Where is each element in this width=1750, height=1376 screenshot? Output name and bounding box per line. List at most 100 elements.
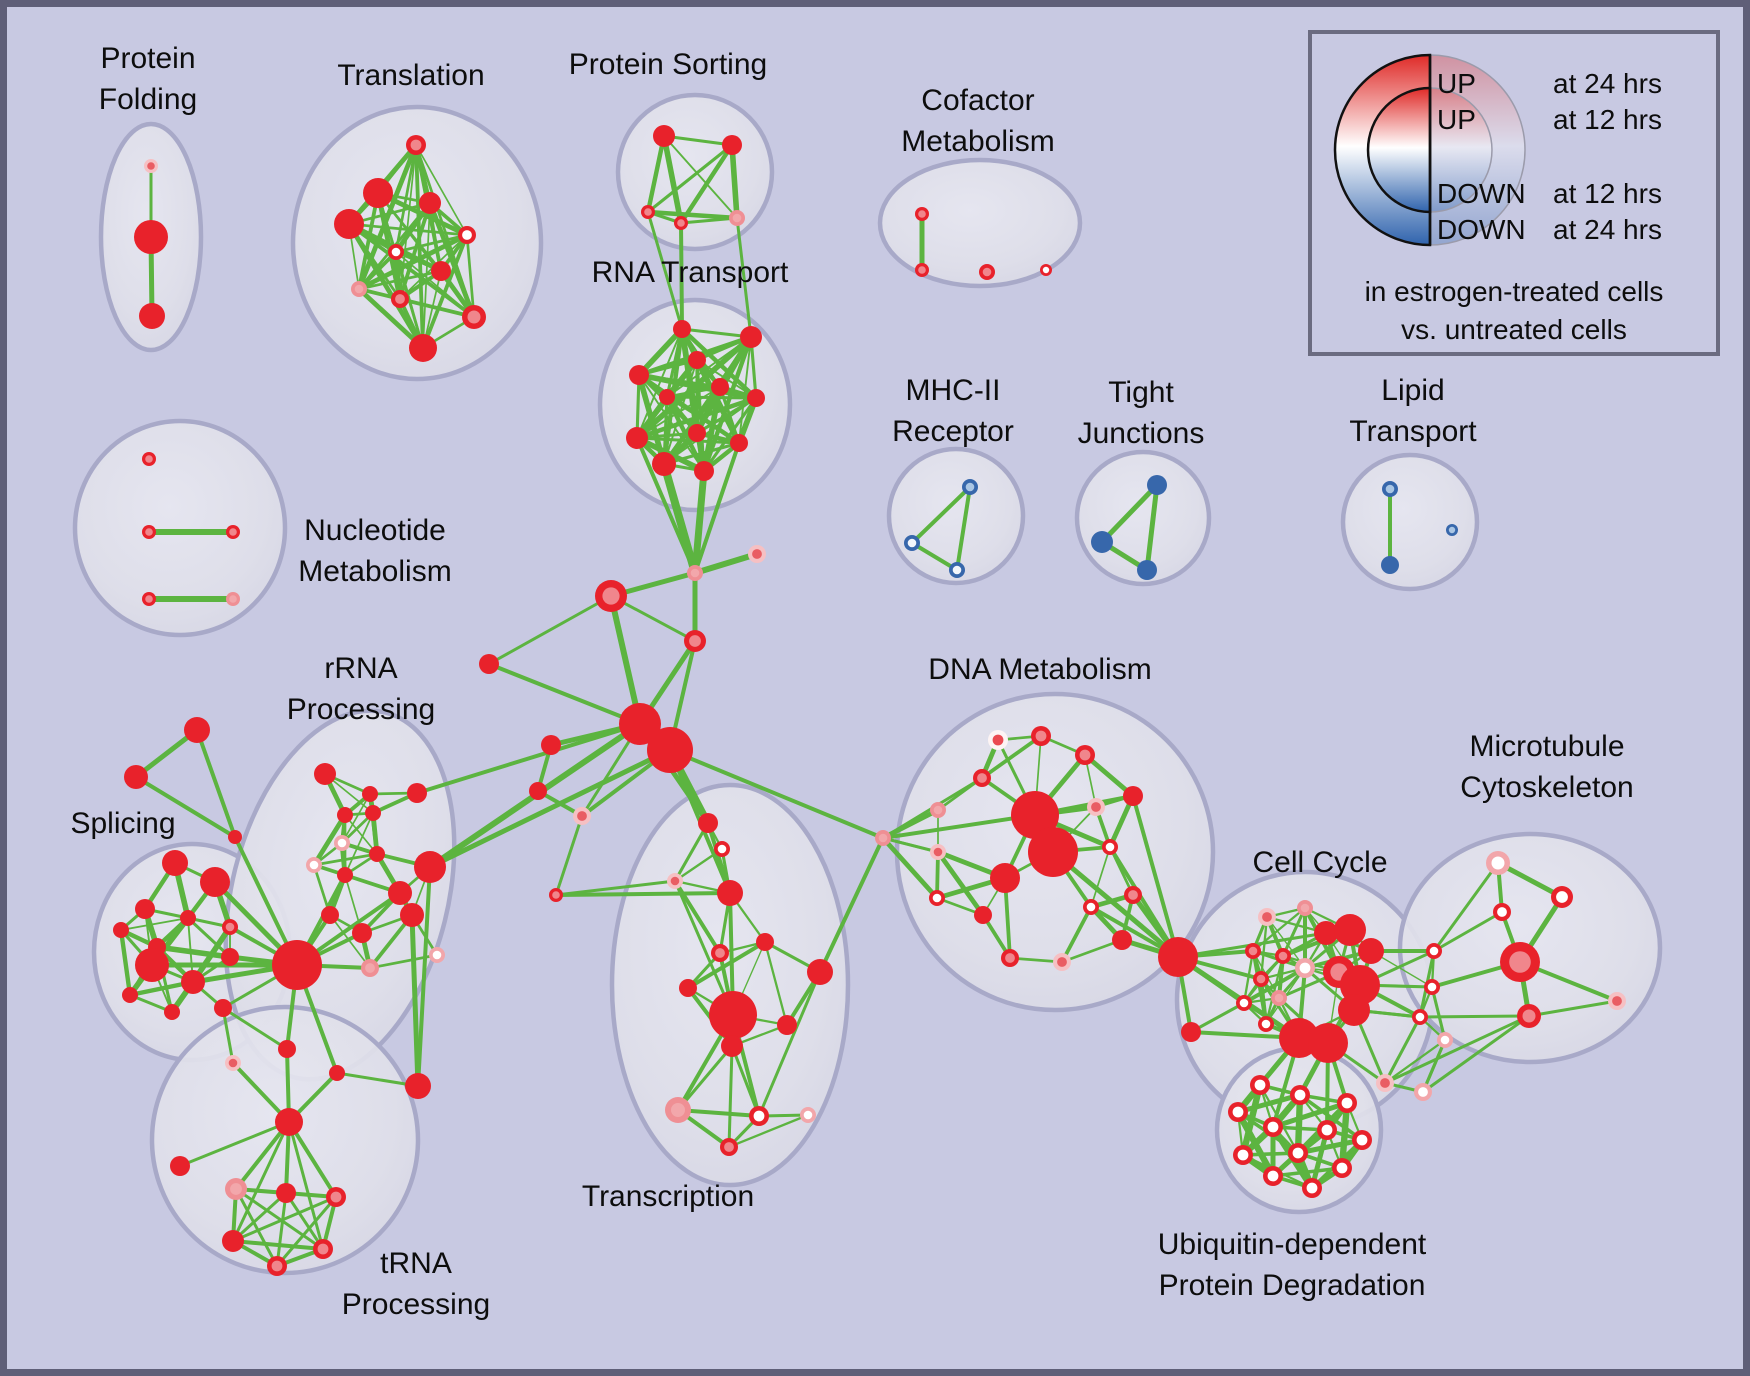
cluster-label-tight-1: Junctions bbox=[1078, 417, 1205, 450]
microtubule-node-0-core bbox=[1491, 856, 1505, 870]
legend-time-down-12: at 12 hrs bbox=[1553, 178, 1662, 209]
cell_cycle-edge bbox=[1421, 1038, 1447, 1094]
dna-node-14-core bbox=[932, 893, 942, 903]
microtubule-node-2-core bbox=[1497, 907, 1507, 917]
protein_sorting-node-4-core bbox=[732, 213, 742, 223]
cell_cycle-node-0-core bbox=[1262, 912, 1272, 922]
trna-node-7-core bbox=[271, 1260, 283, 1272]
node-F0-core bbox=[690, 568, 700, 578]
trna-edge bbox=[221, 1006, 289, 1051]
rna_transport-edge bbox=[662, 441, 741, 466]
cluster-label-splicing-0: Splicing bbox=[70, 807, 175, 840]
inter-cluster-edge bbox=[660, 460, 699, 577]
trna-edge bbox=[231, 1195, 338, 1243]
cell_cycle-node-17 bbox=[1181, 1022, 1201, 1042]
splicing-node-0 bbox=[162, 850, 188, 876]
dna-node-7-core bbox=[878, 833, 888, 843]
transcription-node-3 bbox=[717, 880, 743, 906]
translation-edge bbox=[347, 222, 476, 319]
cell_cycle-node-21-core bbox=[1440, 1035, 1450, 1045]
translation-edge bbox=[395, 251, 475, 318]
dna-node-12-core bbox=[1105, 842, 1115, 852]
trna-edge bbox=[178, 1120, 291, 1168]
inter-cluster-edge bbox=[554, 814, 584, 897]
microtubule-node-4-core bbox=[1522, 1009, 1536, 1023]
rrna-node-13 bbox=[400, 903, 424, 927]
rna_transport-node-2 bbox=[688, 351, 706, 369]
inter-cluster-edge bbox=[427, 747, 673, 870]
inter-cluster-edge bbox=[554, 891, 732, 897]
node-F3-core bbox=[689, 635, 701, 647]
inter-cluster-edge bbox=[668, 748, 885, 840]
cluster-label-transcription-0: Transcription bbox=[582, 1180, 754, 1213]
node-L2-core bbox=[577, 811, 587, 821]
legend-caption-line2: vs. untreated cells bbox=[1401, 314, 1627, 345]
transcription-node-12-core bbox=[753, 1110, 765, 1122]
rna_transport-edge bbox=[702, 396, 758, 473]
cluster-bubble-trna bbox=[149, 1004, 421, 1276]
translation-edge bbox=[398, 297, 476, 319]
inter-cluster-edge bbox=[487, 662, 642, 726]
nucleotide-node-3-core bbox=[145, 595, 153, 603]
translation-edge bbox=[347, 222, 469, 237]
cell_cycle-node-18-core bbox=[1429, 946, 1439, 956]
translation-node-6 bbox=[431, 261, 451, 281]
transcription-edge bbox=[763, 940, 789, 1027]
cell_cycle-node-3-core bbox=[1278, 951, 1288, 961]
node-T0 bbox=[184, 717, 210, 743]
cofactor-node-0-core bbox=[918, 210, 926, 218]
rna_transport-edge bbox=[636, 326, 685, 378]
node-L1 bbox=[529, 782, 547, 800]
cluster-label-protein_folding-0: Protein bbox=[100, 42, 195, 75]
node-B bbox=[1158, 937, 1198, 977]
cell_cycle-node-2-core bbox=[1248, 946, 1258, 956]
inter-cluster-edge bbox=[1108, 845, 1180, 959]
ubiquitin-node-4-core bbox=[1267, 1121, 1279, 1133]
cluster-label-dna-0: DNA Metabolism bbox=[928, 653, 1151, 686]
rna_transport-node-4 bbox=[711, 378, 729, 396]
legend-time-down-24: at 24 hrs bbox=[1553, 214, 1662, 245]
rrna-node-7 bbox=[369, 846, 385, 862]
node-F1-core bbox=[752, 549, 762, 559]
legend-dir-down-12: DOWN bbox=[1437, 178, 1526, 209]
rrna-edge bbox=[311, 812, 348, 868]
inter-cluster-edge bbox=[692, 551, 760, 576]
node-T1 bbox=[124, 765, 148, 789]
rrna-edge bbox=[329, 914, 371, 969]
transcription-edge bbox=[757, 970, 822, 1118]
transcription-node-9 bbox=[777, 1015, 797, 1035]
protein_sorting-edge bbox=[646, 143, 734, 214]
rrna-node-1 bbox=[362, 786, 378, 802]
protein_folding-node-1 bbox=[134, 220, 168, 254]
protein_sorting-node-2-core bbox=[644, 208, 652, 216]
translation-node-8-core bbox=[395, 294, 405, 304]
transcription-node-11-core bbox=[671, 1103, 685, 1117]
inter-cluster-edge bbox=[635, 436, 697, 575]
dna-edge bbox=[1060, 938, 1124, 964]
ubiquitin-edge bbox=[1270, 1100, 1350, 1130]
trna-edge bbox=[234, 1187, 279, 1268]
transcription-node-6 bbox=[807, 959, 833, 985]
mhc-node-2-core bbox=[952, 565, 962, 575]
microtubule-node-1-core bbox=[1556, 891, 1568, 903]
mhc-edge bbox=[955, 485, 972, 572]
dna-edge bbox=[881, 836, 940, 854]
splicing-node-2 bbox=[135, 899, 155, 919]
inter-cluster-edge bbox=[335, 1071, 420, 1088]
tight-edge bbox=[1099, 482, 1160, 545]
splicing-node-7 bbox=[181, 970, 205, 994]
node-H0 bbox=[619, 703, 661, 745]
lipid-node-2 bbox=[1381, 556, 1399, 574]
nucleotide-node-2-core bbox=[229, 528, 237, 536]
dna-edge bbox=[881, 813, 1037, 840]
cluster-bubble-cofactor bbox=[877, 157, 1083, 289]
cluster-label-cofactor-1: Metabolism bbox=[901, 125, 1054, 158]
rrna-edge bbox=[344, 812, 374, 876]
dna-node-6-core bbox=[1091, 802, 1101, 812]
rna_transport-node-11 bbox=[694, 461, 714, 481]
dna-edge bbox=[1082, 752, 1136, 799]
mhc-edge bbox=[910, 485, 972, 545]
inter-cluster-edge bbox=[1050, 849, 1181, 960]
inter-cluster-edge bbox=[818, 836, 885, 974]
